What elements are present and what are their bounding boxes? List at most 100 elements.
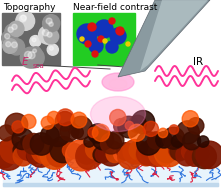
Circle shape [92, 124, 110, 141]
Circle shape [46, 123, 70, 146]
Circle shape [176, 121, 199, 144]
Circle shape [22, 114, 36, 129]
Circle shape [5, 113, 28, 136]
Circle shape [13, 146, 33, 166]
Circle shape [69, 116, 92, 139]
Circle shape [32, 38, 36, 42]
Circle shape [95, 147, 111, 163]
Circle shape [88, 127, 98, 137]
Circle shape [148, 132, 165, 149]
Circle shape [95, 20, 113, 38]
Circle shape [185, 148, 204, 166]
Text: E: E [22, 57, 29, 67]
Circle shape [30, 36, 41, 47]
Circle shape [18, 12, 33, 27]
Text: IR: IR [193, 57, 203, 67]
Circle shape [137, 132, 160, 155]
Circle shape [16, 12, 35, 30]
Circle shape [129, 115, 146, 133]
Circle shape [80, 37, 84, 41]
Circle shape [76, 144, 101, 169]
Ellipse shape [91, 97, 145, 132]
Circle shape [98, 36, 104, 42]
Ellipse shape [102, 73, 134, 91]
Bar [2, 13, 60, 65]
Circle shape [8, 39, 25, 55]
Circle shape [57, 109, 74, 126]
Circle shape [27, 148, 42, 164]
Polygon shape [140, 0, 208, 71]
Circle shape [77, 24, 97, 44]
Circle shape [39, 26, 57, 44]
Circle shape [47, 144, 69, 167]
Circle shape [131, 111, 155, 134]
Circle shape [98, 141, 124, 166]
Circle shape [106, 131, 124, 149]
Circle shape [50, 46, 53, 50]
Circle shape [24, 48, 44, 68]
Circle shape [3, 39, 17, 53]
Circle shape [5, 34, 10, 39]
Circle shape [188, 118, 204, 134]
Circle shape [20, 47, 41, 68]
Circle shape [117, 143, 134, 160]
Circle shape [116, 27, 124, 35]
Circle shape [50, 136, 76, 163]
Circle shape [154, 138, 183, 167]
Circle shape [12, 24, 17, 29]
Ellipse shape [109, 79, 127, 89]
Polygon shape [118, 0, 210, 77]
Circle shape [33, 49, 36, 53]
Circle shape [2, 31, 16, 45]
Circle shape [106, 41, 118, 53]
Circle shape [40, 141, 69, 169]
Circle shape [41, 126, 59, 144]
Circle shape [170, 141, 189, 161]
Circle shape [198, 136, 209, 147]
Circle shape [137, 142, 160, 165]
Circle shape [88, 124, 107, 143]
Circle shape [88, 23, 96, 31]
Circle shape [47, 44, 58, 55]
Circle shape [17, 139, 39, 160]
Circle shape [169, 142, 185, 158]
Circle shape [84, 136, 95, 147]
Circle shape [101, 133, 122, 154]
Circle shape [23, 133, 44, 154]
Circle shape [194, 147, 209, 161]
Circle shape [156, 132, 172, 148]
Circle shape [158, 128, 168, 138]
Circle shape [47, 32, 52, 37]
Circle shape [143, 121, 158, 136]
Circle shape [123, 139, 147, 164]
Circle shape [0, 140, 23, 170]
Bar [3, 183, 218, 186]
Circle shape [148, 140, 174, 166]
Circle shape [46, 19, 59, 32]
Circle shape [114, 119, 129, 134]
Circle shape [118, 144, 142, 169]
Circle shape [71, 112, 87, 128]
Circle shape [0, 146, 15, 168]
Circle shape [43, 15, 60, 32]
Circle shape [181, 143, 198, 160]
Circle shape [109, 18, 115, 24]
Circle shape [5, 24, 20, 39]
Circle shape [6, 42, 11, 47]
Circle shape [28, 52, 35, 59]
Circle shape [62, 143, 77, 158]
Circle shape [114, 147, 128, 162]
Circle shape [55, 112, 75, 131]
Text: Topography: Topography [3, 3, 55, 12]
Circle shape [30, 133, 53, 155]
Circle shape [110, 109, 126, 126]
Circle shape [9, 21, 24, 36]
Circle shape [49, 22, 53, 26]
Circle shape [27, 139, 55, 167]
Circle shape [12, 121, 24, 133]
Circle shape [31, 137, 58, 164]
Circle shape [141, 138, 170, 167]
Circle shape [110, 28, 126, 44]
Bar [73, 13, 135, 65]
Circle shape [46, 18, 52, 24]
